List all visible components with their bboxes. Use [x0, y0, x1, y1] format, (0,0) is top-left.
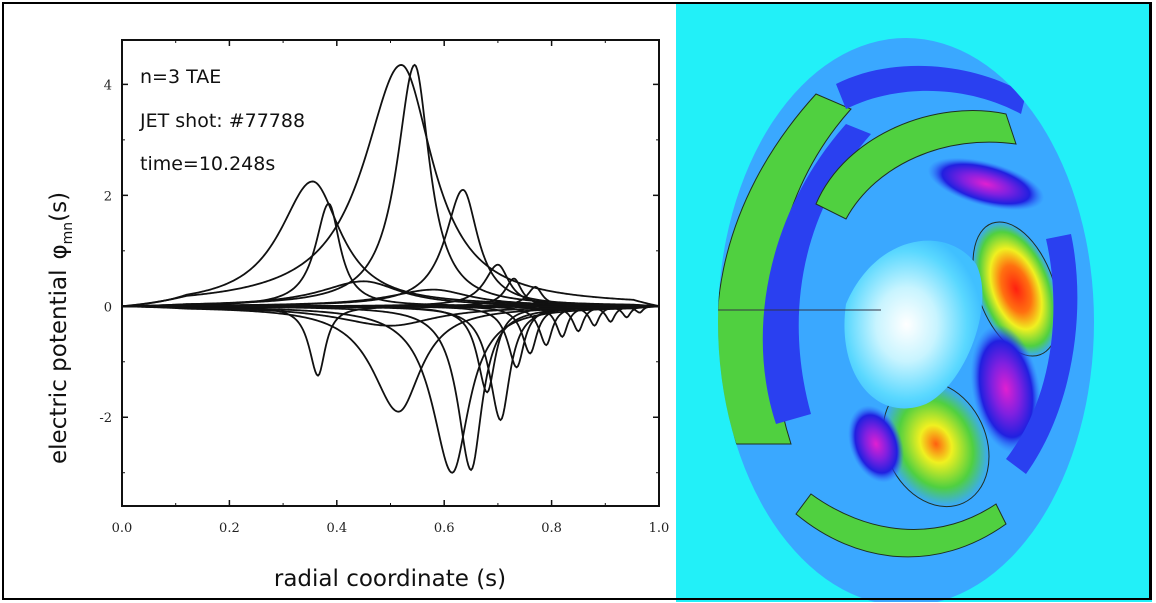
- y-axis-title-suffix: (s): [46, 192, 72, 222]
- y-axis-title-symbol: φ: [46, 244, 72, 259]
- mode-structure-contour-plot: [718, 38, 1094, 602]
- magenta-spot-left: [847, 405, 905, 483]
- y-axis-title-text: electric potential φmn(s): [46, 192, 76, 464]
- annotations: n=3 TAE JET shot: #77788 time=10.248s: [139, 66, 305, 175]
- magenta-spot-lower: [970, 324, 1042, 454]
- y-tick-label: 2: [104, 189, 112, 204]
- x-tick-label: 0.2: [219, 521, 240, 536]
- y-tick-label: -2: [99, 411, 112, 426]
- blue-band-1: [762, 124, 871, 424]
- annotation-shot: JET shot: #77788: [139, 110, 305, 132]
- y-axis-title-main: electric potential: [46, 270, 72, 464]
- blue-band-2: [836, 65, 1026, 114]
- series-line-24: [122, 305, 659, 327]
- annotation-time: time=10.248s: [140, 153, 275, 175]
- green-band-2: [815, 110, 1017, 220]
- y-axis-title-sub: mn: [60, 222, 76, 245]
- annotation-mode: n=3 TAE: [140, 66, 221, 88]
- series-lines: [122, 63, 659, 474]
- plasma-core: [844, 240, 983, 409]
- x-tick-label: 0.6: [434, 521, 455, 536]
- y-tick-label: 4: [104, 78, 112, 93]
- contour-image-panel: [676, 4, 1152, 602]
- y-axis-title: electric potential φmn(s): [46, 192, 76, 464]
- x-axis-title: radial coordinate (s): [274, 566, 506, 592]
- x-tick-label: 0.8: [541, 521, 562, 536]
- x-tick-label: 0.4: [326, 521, 347, 536]
- series-line-0: [122, 64, 659, 308]
- series-line-25: [122, 288, 659, 308]
- x-tick-label: 0.0: [112, 521, 133, 536]
- magenta-spot-upper: [927, 157, 1045, 211]
- line-chart-panel: 0.0 0.2 0.4 0.6 0.8 1.0 4 2 0 -2 n=3 TAE JET shot…: [4, 4, 676, 598]
- green-band-bottom: [795, 493, 1007, 558]
- axis-ticks: 0.0 0.2 0.4 0.6 0.8 1.0 4 2 0 -2: [99, 40, 669, 536]
- x-tick-label: 1.0: [649, 521, 670, 536]
- contour-bands: [718, 65, 1078, 558]
- plot-area-frame: [121, 39, 660, 507]
- blue-band-right: [1006, 234, 1078, 474]
- line-chart: 0.0 0.2 0.4 0.6 0.8 1.0 4 2 0 -2 n=3 TAE JET shot…: [46, 39, 669, 592]
- y-tick-label: 0: [104, 300, 112, 315]
